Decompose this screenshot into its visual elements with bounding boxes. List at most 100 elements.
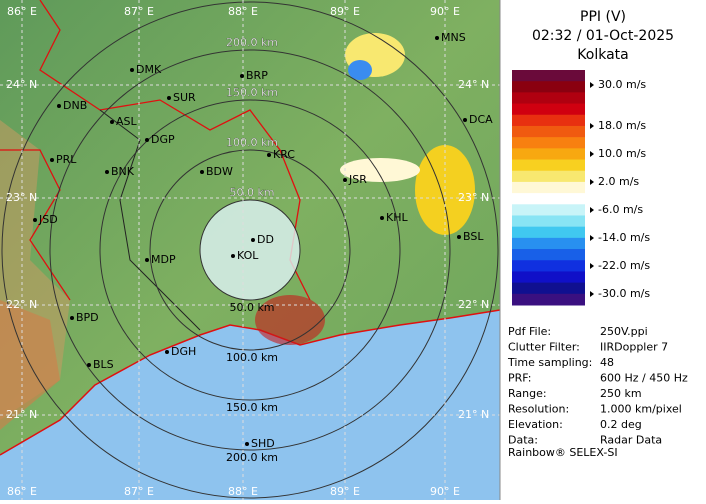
color-bin [512, 237, 585, 250]
color-bin [512, 148, 585, 161]
lon-label: 90° E [430, 5, 460, 18]
city-dot [435, 36, 439, 40]
range-ring [149, 149, 351, 351]
city-label: MDP [151, 253, 176, 266]
city-label: DD [257, 233, 274, 246]
legend-arrow [590, 235, 594, 241]
city-label: KRC [273, 148, 295, 161]
city-dot [380, 216, 384, 220]
city-label: PRL [56, 153, 77, 166]
info-key: Time sampling: [507, 356, 592, 369]
lon-label: 88° E [228, 485, 258, 498]
station: Kolkata [577, 47, 628, 63]
city-label: BSL [463, 230, 484, 243]
color-bin [512, 159, 585, 172]
range-ring [99, 99, 401, 401]
info-key: Data: [508, 434, 538, 447]
lon-label: 87° E [124, 5, 154, 18]
info-value: 1.000 km/pixel [600, 403, 682, 416]
lat-label: 23° N [6, 191, 37, 204]
legend-label: -30.0 m/s [598, 287, 650, 300]
city-label: MNS [441, 31, 466, 44]
echoes [200, 33, 475, 345]
range-label: 50.0 km [229, 301, 274, 314]
info-key: PRF: [508, 372, 531, 385]
info-key: Resolution: [508, 403, 569, 416]
range-label: 50.0 km [229, 186, 274, 199]
color-bin [512, 125, 585, 138]
range-rings [1, 1, 499, 499]
color-bin [512, 137, 585, 149]
color-bin [512, 271, 585, 284]
range-ring [49, 49, 451, 451]
city-dot [145, 138, 149, 142]
city-label: JSR [348, 173, 367, 186]
legend-arrow [590, 179, 594, 185]
city-dot [87, 363, 91, 367]
lon-label: 88° E [228, 5, 258, 18]
legend-label: -22.0 m/s [598, 259, 650, 272]
lat-label: 21° N [458, 408, 489, 421]
color-bin [512, 293, 585, 306]
city-dot [457, 235, 461, 239]
city-label: DNB [63, 99, 87, 112]
city-dot [130, 68, 134, 72]
lat-label: 24° N [458, 78, 489, 91]
legend-label: 2.0 m/s [598, 175, 639, 188]
city-label: BLS [93, 358, 114, 371]
city-dot [245, 442, 249, 446]
range-label: 150.0 km [226, 401, 278, 414]
legend-arrow [590, 263, 594, 269]
city-label: SHD [251, 437, 275, 450]
color-bin [512, 181, 585, 194]
city-dot [50, 158, 54, 162]
city-dot [200, 170, 204, 174]
color-bin [512, 193, 585, 205]
color-bin [512, 81, 585, 93]
border [39, 0, 311, 301]
info-value: 0.2 deg [600, 418, 642, 431]
city-dot [267, 153, 271, 157]
city-dot [165, 350, 169, 354]
city-dot [251, 238, 255, 242]
city-label: KOL [237, 249, 259, 262]
color-bin [512, 215, 585, 228]
info-value: Radar Data [600, 434, 662, 447]
city-label: BPD [76, 311, 99, 324]
range-label: 100.0 km [226, 136, 278, 149]
lon-label: 89° E [330, 485, 360, 498]
city-label: BRP [246, 69, 268, 82]
legend-arrow [590, 291, 594, 297]
info-value: 250V.ppi [600, 325, 648, 338]
range-label: 100.0 km [226, 351, 278, 364]
legend-arrow [590, 123, 594, 129]
legend-label: 10.0 m/s [598, 147, 646, 160]
city-label: SUR [173, 91, 196, 104]
color-bin [512, 282, 585, 295]
border [0, 149, 71, 301]
echo [340, 158, 420, 182]
city-dot [463, 118, 467, 122]
lat-label: 22° N [6, 298, 37, 311]
lat-label: 22° N [458, 298, 489, 311]
echo [415, 145, 475, 235]
echo [348, 60, 372, 80]
city-label: ASL [116, 115, 138, 128]
lon-label: 89° E [330, 5, 360, 18]
info-value: 250 km [600, 387, 642, 400]
city-label: BNK [111, 165, 135, 178]
city-dot [240, 74, 244, 78]
city-label: DGH [171, 345, 196, 358]
legend-arrow [590, 207, 594, 213]
lat-label: 24° N [6, 78, 37, 91]
city-dot [145, 258, 149, 262]
city-dot [167, 96, 171, 100]
city-label: JSD [38, 213, 58, 226]
lon-label: 87° E [124, 485, 154, 498]
legend-label: 30.0 m/s [598, 78, 646, 91]
city-dot [105, 170, 109, 174]
color-bin [512, 249, 585, 261]
range-label: 200.0 km [226, 36, 278, 49]
time: 02:32 / 01-Oct-2025 [532, 28, 674, 44]
